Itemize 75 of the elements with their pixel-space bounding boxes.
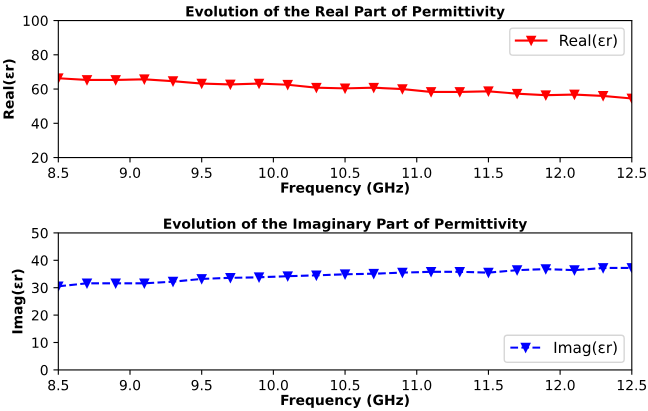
point	[254, 272, 264, 282]
y-tick-label: 20	[32, 152, 48, 164]
point	[454, 87, 465, 97]
point	[340, 84, 350, 94]
y-tick-label: 60	[32, 84, 48, 95]
x-tick-label: 10.5	[331, 380, 360, 390]
x-tick-label: 9.0	[120, 168, 140, 178]
x-tick-label: 9.0	[120, 380, 140, 390]
y-tick-label: 20	[32, 310, 48, 321]
point	[540, 90, 551, 100]
point	[312, 82, 322, 93]
x-tick-label: 12.5	[618, 168, 646, 178]
y-tick-label: 40	[32, 255, 48, 266]
point	[598, 263, 608, 273]
x-tick-label: 10.0	[259, 168, 288, 178]
point	[282, 271, 293, 282]
x-tick-label: 10.0	[259, 380, 288, 390]
point	[426, 266, 436, 277]
x-tick-label: 11.5	[474, 168, 503, 178]
y-axis-title: Imag(εr)	[12, 269, 26, 334]
x-tick-label: 10.5	[331, 168, 360, 178]
point	[398, 268, 408, 278]
point	[340, 269, 350, 280]
point	[196, 78, 207, 88]
x-tick-label: 12.0	[546, 168, 575, 178]
point	[110, 278, 121, 288]
x-tick-label: 12.5	[618, 380, 646, 390]
x-tick-label: 9.5	[192, 168, 212, 178]
point	[398, 84, 408, 94]
point	[82, 278, 92, 288]
x-tick-label: 8.5	[48, 380, 68, 390]
point	[484, 86, 494, 96]
point	[484, 268, 494, 278]
x-tick-label: 11.0	[402, 168, 432, 178]
point	[196, 274, 207, 284]
point	[254, 78, 264, 88]
x-tick-label: 12.0	[546, 380, 575, 390]
point	[570, 90, 580, 100]
point	[426, 87, 436, 97]
point	[82, 75, 92, 85]
point	[226, 272, 236, 283]
point	[598, 91, 608, 101]
legend-label: Imag(εr)	[554, 341, 617, 356]
chart-title: Evolution of the Imaginary Part of Permittivity	[164, 218, 528, 232]
y-tick-label: 10	[32, 337, 48, 348]
point	[368, 82, 379, 93]
x-tick-label: 11.5	[474, 380, 503, 390]
point	[368, 268, 379, 279]
point	[454, 266, 465, 277]
point	[312, 270, 322, 280]
chart-title: Evolution of the Real Part of Permittivity	[186, 6, 505, 20]
y-axis-title: Real(εr)	[3, 59, 16, 119]
x-axis-title: Frequency (GHz)	[281, 182, 409, 196]
x-tick-label: 8.5	[48, 168, 68, 178]
point	[139, 278, 150, 288]
point	[512, 88, 522, 99]
point	[540, 264, 551, 274]
x-tick-label: 11.0	[402, 380, 432, 390]
point	[282, 80, 293, 90]
point	[570, 265, 580, 276]
legend-label: Real(εr)	[560, 34, 617, 48]
point	[139, 74, 150, 84]
point	[168, 76, 178, 86]
x-tick-label: 9.5	[192, 380, 212, 390]
y-tick-label: 0	[40, 364, 48, 376]
y-tick-label: 100	[24, 16, 48, 26]
point	[226, 80, 236, 90]
y-tick-label: 80	[32, 50, 48, 60]
point	[168, 276, 178, 287]
y-tick-label: 50	[32, 228, 48, 238]
point	[512, 265, 522, 276]
x-axis-title: Frequency (GHz)	[281, 394, 409, 408]
y-tick-label: 30	[32, 282, 48, 294]
y-tick-label: 40	[32, 118, 48, 129]
point	[110, 75, 121, 85]
